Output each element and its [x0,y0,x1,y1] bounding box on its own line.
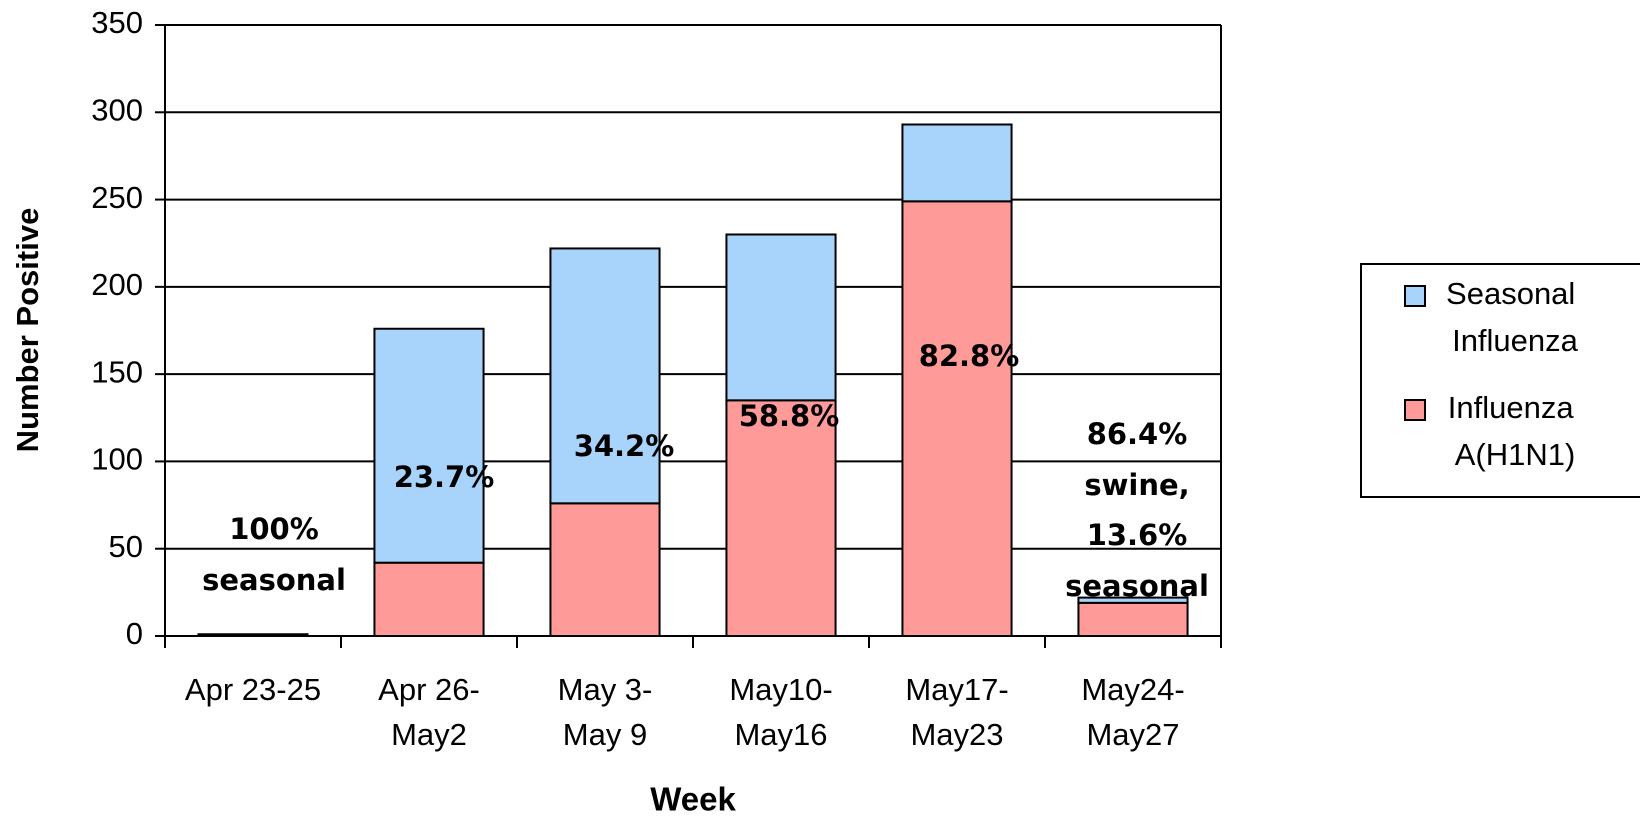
x-tick-label: Apr 23-25 [185,672,321,707]
bar-segment [725,233,837,402]
x-tick-label: May23 [910,717,1003,752]
x-tick-label: May 3- [558,672,653,707]
legend-label-line: Influenza [1452,323,1579,358]
bar-annotation: seasonal [202,563,346,597]
bar-segment [725,399,837,638]
x-tick-label: May10- [729,672,832,707]
y-tick-label: 300 [91,92,143,127]
bar-annotation: 100% [229,512,319,546]
bar-annotation: 82.8% [919,339,1020,373]
x-tick-label: May 9 [563,717,647,752]
y-tick-label: 200 [91,267,143,302]
y-tick-label: 250 [91,180,143,215]
bar-annotation: 23.7% [394,460,495,494]
y-tick-label: 150 [91,354,143,389]
x-tick-label: Apr 26- [378,672,480,707]
y-tick-label: 350 [91,5,143,40]
legend-label-line: Seasonal [1446,276,1584,311]
bar-segment [549,247,661,505]
legend-label: Seasonal Influenza [1446,276,1584,358]
bar-annotation: swine, [1084,468,1189,502]
bar-segment [549,502,661,637]
legend-label-line: A(H1N1) [1455,437,1576,472]
x-tick-label: May27 [1086,717,1179,752]
legend-swatch [1404,285,1426,307]
bar-annotation: 58.8% [739,399,840,433]
bar-annotation: seasonal [1065,569,1209,603]
bar-annotation: 86.4% [1087,417,1188,451]
bar-annotation: 34.2% [574,429,675,463]
y-tick-label: 50 [109,529,143,564]
legend-label-line: Influenza [1448,390,1582,425]
x-axis-title: Week [650,781,736,818]
bar-segment [373,561,485,637]
x-tick-label: May16 [734,717,827,752]
x-tick-label: May17- [905,672,1008,707]
legend-label: Influenza A(H1N1) [1448,390,1582,472]
bar-segment [373,327,485,564]
x-tick-label: May24- [1081,672,1184,707]
legend-swatch [1404,399,1426,421]
x-tick-label: May2 [391,717,467,752]
y-tick-label: 0 [126,616,143,651]
bar-annotation: 13.6% [1087,518,1188,552]
y-tick-label: 100 [91,442,143,477]
y-axis-title: Number Positive [10,208,45,453]
bar-segment [1077,596,1189,604]
bar-segment [901,123,1013,203]
bar-segment [901,200,1013,637]
bar-segment [1077,601,1189,637]
